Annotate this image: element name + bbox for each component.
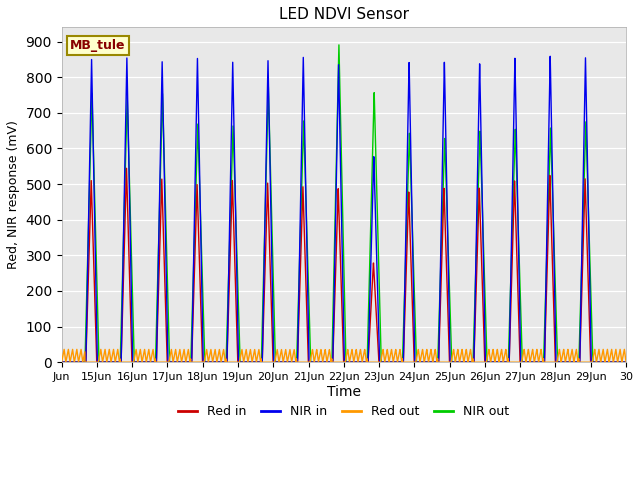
X-axis label: Time: Time (327, 384, 361, 399)
Legend: Red in, NIR in, Red out, NIR out: Red in, NIR in, Red out, NIR out (173, 400, 515, 423)
Title: LED NDVI Sensor: LED NDVI Sensor (279, 7, 409, 22)
Text: MB_tule: MB_tule (70, 39, 125, 52)
Y-axis label: Red, NIR response (mV): Red, NIR response (mV) (7, 120, 20, 269)
